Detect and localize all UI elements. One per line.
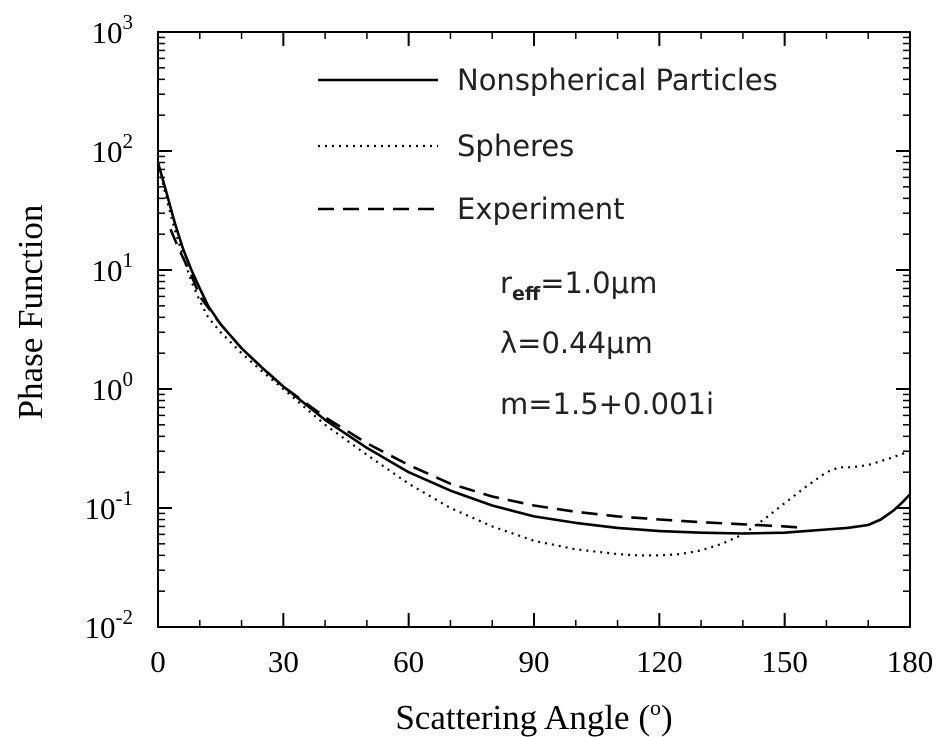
legend-label-nonspherical-particles: Nonspherical Particles [457, 63, 778, 97]
annotation-1: reff=1.0μm [500, 266, 657, 305]
annotation-2: λ=0.44μm [500, 326, 653, 360]
x-axis-title: Scattering Angle (o) [395, 695, 672, 737]
y-tick-label: 10-1 [85, 486, 134, 526]
y-tick-label: 101 [92, 248, 134, 288]
x-tick-label: 30 [268, 644, 299, 679]
x-axis-title-end: ) [661, 698, 673, 737]
x-tick-label: 90 [519, 644, 550, 679]
x-tick-label: 150 [761, 644, 808, 679]
x-axis-title-main: Scattering Angle ( [395, 698, 650, 737]
y-tick-label: 10-2 [85, 605, 134, 645]
x-tick-label: 60 [393, 644, 424, 679]
x-tick-label: 0 [150, 644, 166, 679]
y-tick-label: 100 [92, 367, 134, 407]
legend-label-spheres: Spheres [457, 129, 574, 163]
y-axis-title: Phase Function [11, 205, 50, 420]
x-tick-label: 180 [887, 644, 934, 679]
x-tick-label: 120 [636, 644, 683, 679]
y-tick-label: 103 [92, 10, 134, 50]
series-line-experiment [169, 228, 806, 530]
legend-label-experiment: Experiment [457, 192, 625, 226]
x-axis-title-sup: o [650, 695, 661, 720]
series-line-spheres [156, 162, 911, 557]
y-tick-label: 102 [92, 129, 134, 169]
series-line-nonspherical-particles [156, 162, 911, 535]
annotation-3: m=1.5+0.001i [500, 387, 714, 421]
